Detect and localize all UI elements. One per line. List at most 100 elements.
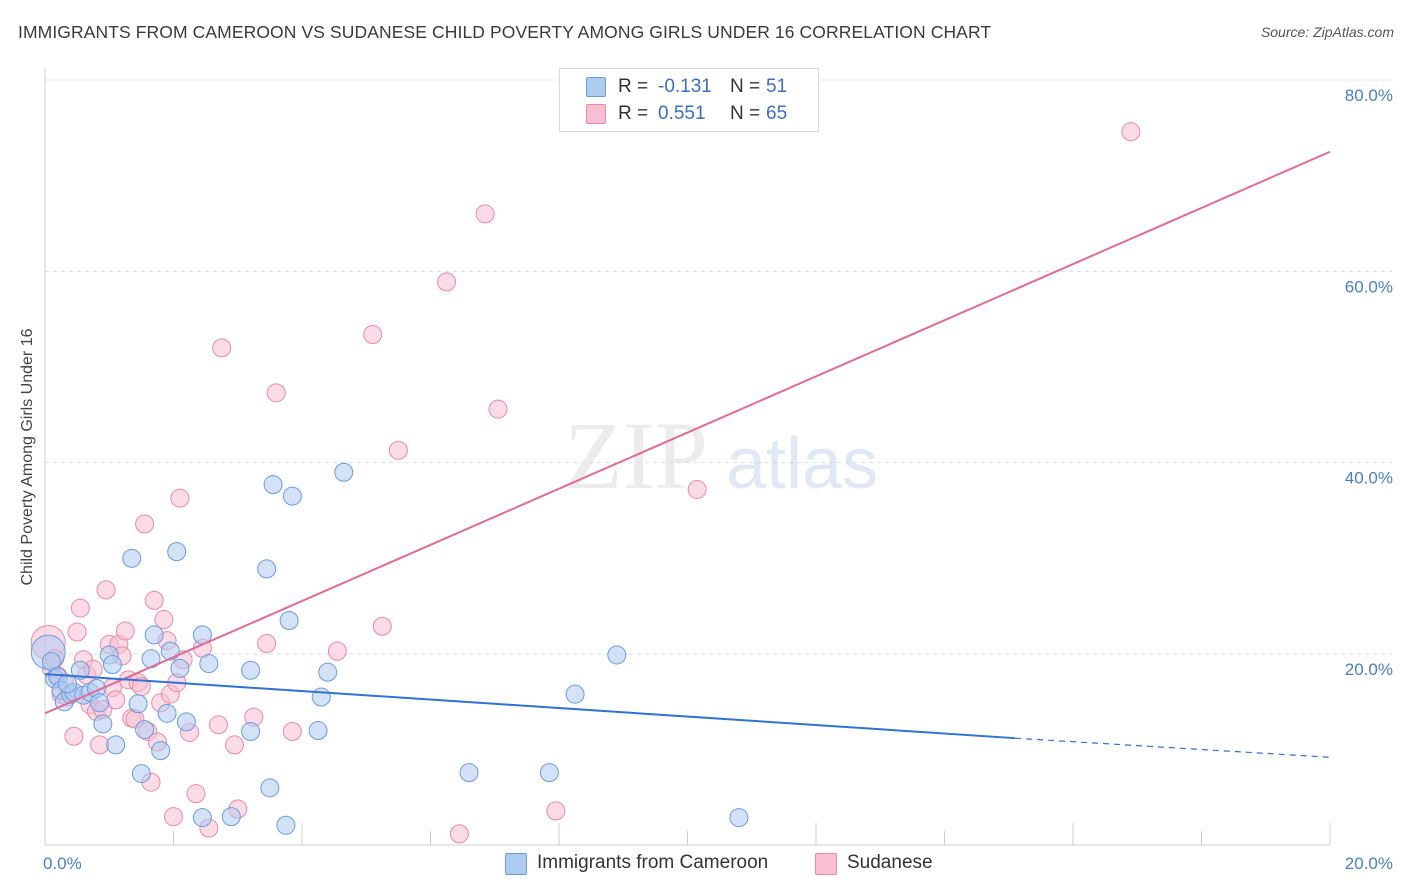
legend-r-label: R = <box>618 76 649 97</box>
cameroon-point <box>334 462 354 482</box>
cameroon-point <box>157 703 177 723</box>
legend-r-label: R = <box>618 103 649 124</box>
cameroon-point <box>106 735 126 755</box>
sudanese-point <box>154 610 174 630</box>
sudanese-point <box>282 721 302 741</box>
cameroon-point <box>276 815 296 835</box>
cameroon-point <box>135 720 155 740</box>
sudanese-point <box>257 633 277 653</box>
cameroon-point <box>199 654 219 674</box>
x-tick-label: 20.0% <box>1345 854 1393 873</box>
legend-r-value: 0.551 <box>658 103 706 124</box>
sudanese-point <box>135 514 155 534</box>
y-tick-label: 60.0% <box>1345 277 1393 296</box>
cameroon-point <box>90 693 110 713</box>
sudanese-point <box>208 715 228 735</box>
sudanese-point <box>546 801 566 821</box>
cameroon-point <box>241 721 261 741</box>
cameroon-point <box>192 808 212 828</box>
cameroon-point <box>260 778 280 798</box>
y-tick-label: 20.0% <box>1345 660 1393 679</box>
cameroon-point <box>607 645 627 665</box>
sudanese-point <box>70 598 90 618</box>
cameroon-point <box>70 660 90 680</box>
sudanese-point <box>212 338 232 358</box>
cameroon-point <box>263 475 283 495</box>
cameroon-point <box>257 559 277 579</box>
legend-n-label: N = <box>730 103 761 124</box>
sudanese-point <box>363 324 383 344</box>
legend-series-label: Immigrants from Cameroon <box>537 852 769 873</box>
cameroon-point <box>539 763 559 783</box>
trend-lines <box>44 150 1331 758</box>
cameroon-swatch <box>586 77 606 97</box>
y-tick-label: 40.0% <box>1345 469 1393 488</box>
cameroon-point <box>176 712 196 732</box>
x-tick-label: 0.0% <box>43 854 82 873</box>
sudanese-trend-line <box>44 150 1331 715</box>
sudanese-point <box>96 580 116 600</box>
legend-n-label: N = <box>730 76 761 97</box>
cameroon-point <box>279 611 299 631</box>
sudanese-point <box>372 616 392 636</box>
sudanese-point <box>115 621 135 641</box>
cameroon-point <box>459 763 479 783</box>
cameroon-point <box>131 764 151 784</box>
cameroon-point <box>170 658 190 678</box>
sudanese-point <box>1121 122 1141 142</box>
cameroon-point <box>308 721 328 741</box>
stats-legend: R = -0.131 N = 51 R = 0.551 N = 65 <box>559 68 819 132</box>
tick-labels: 20.0% 40.0% 60.0% 80.0% 0.0% 20.0% <box>43 86 1393 873</box>
sudanese-point <box>488 399 508 419</box>
sudanese-point <box>327 641 347 661</box>
sudanese-point <box>266 383 286 403</box>
sudanese-point <box>475 204 495 224</box>
sudanese-point <box>170 488 190 508</box>
sudanese-point <box>144 590 164 610</box>
source-label: Source: ZipAtlas.com <box>1260 24 1394 40</box>
sudanese-point <box>64 726 84 746</box>
sudanese-point <box>449 824 469 844</box>
cameroon-point <box>122 548 142 568</box>
cameroon-point <box>160 641 180 661</box>
cameroon-point <box>311 687 331 707</box>
cameroon-point <box>221 807 241 827</box>
cameroon-point <box>57 674 77 694</box>
grid-lines <box>45 79 1392 655</box>
sudanese-point <box>687 479 707 499</box>
cameroon-point <box>729 808 749 828</box>
legend-n-value: 51 <box>766 76 788 97</box>
legend-n-value: 65 <box>766 103 788 124</box>
cameroon-point <box>128 694 148 714</box>
watermark-atlas: atlas <box>726 424 878 504</box>
sudanese-point <box>225 735 245 755</box>
sudanese-swatch <box>815 853 837 875</box>
cameroon-point <box>102 655 122 675</box>
sudanese-point <box>388 440 408 460</box>
cameroon-point <box>565 684 585 704</box>
cameroon-point <box>151 741 171 761</box>
cameroon-point <box>144 625 164 645</box>
legend-r-value: -0.131 <box>658 76 712 97</box>
cameroon-trend-extension <box>1015 737 1331 758</box>
sudanese-point <box>164 807 183 827</box>
cameroon-point <box>318 662 338 682</box>
sudanese-point <box>67 622 87 642</box>
cameroon-swatch <box>505 853 527 875</box>
legend-series-label: Sudanese <box>847 852 933 873</box>
chart-title: IMMIGRANTS FROM CAMEROON VS SUDANESE CHI… <box>18 22 992 42</box>
cameroon-points <box>30 462 749 835</box>
sudanese-point <box>90 735 110 755</box>
axes <box>44 68 1331 846</box>
sudanese-point <box>186 784 206 804</box>
sudanese-swatch <box>586 104 606 124</box>
y-tick-label: 80.0% <box>1345 86 1393 105</box>
sudanese-point <box>437 272 457 292</box>
cameroon-trend-line <box>44 673 1016 740</box>
cameroon-point <box>167 542 187 562</box>
cameroon-point <box>241 660 261 680</box>
sudanese-point <box>106 690 126 710</box>
cameroon-point <box>282 486 302 506</box>
cameroon-point <box>93 714 113 734</box>
